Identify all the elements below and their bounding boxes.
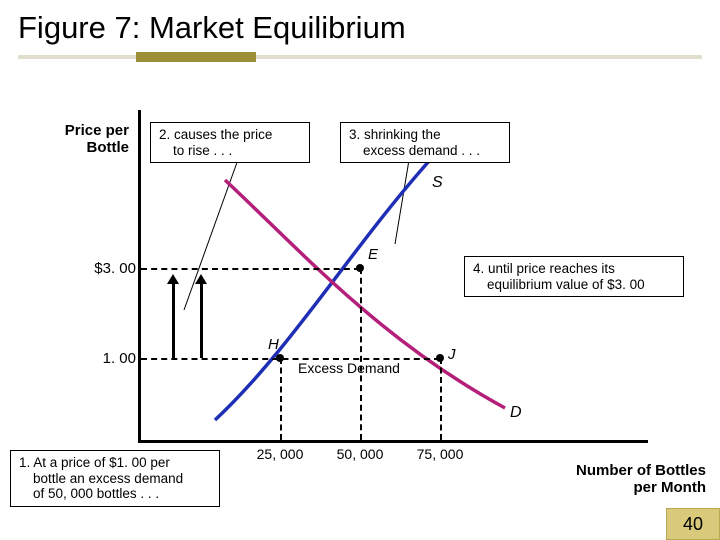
callout-4: 4. until price reaches its equilibrium v… [464, 256, 684, 297]
demand-label: D [510, 404, 522, 422]
y-tick-3: $3. 00 [76, 260, 136, 277]
y-axis-label: Price perBottle [24, 122, 129, 157]
callout-1: 1. At a price of $1. 00 per bottle an ex… [10, 450, 220, 507]
callout-2: 2. causes the price to rise . . . [150, 122, 310, 163]
point-label-j: J [448, 346, 456, 363]
chart-area: Price perBottle Number of Bottlesper Mon… [0, 90, 720, 500]
dash-25k-vertical [280, 358, 282, 440]
x-axis [138, 440, 648, 443]
dash-e-horizontal [141, 268, 360, 270]
figure-title: Figure 7: Market Equilibrium [18, 10, 702, 46]
x-tick-75k: 75, 000 [412, 446, 468, 462]
y-tick-1: 1. 00 [76, 350, 136, 367]
title-rule [18, 52, 702, 62]
point-label-h: H [268, 336, 279, 353]
supply-label: S [432, 174, 443, 192]
callout-3: 3. shrinking the excess demand . . . [340, 122, 510, 163]
excess-demand-label: Excess Demand [298, 360, 400, 376]
point-label-e: E [368, 246, 378, 263]
dash-75k-vertical [440, 358, 442, 440]
x-tick-25k: 25, 000 [252, 446, 308, 462]
page-number: 40 [666, 508, 720, 540]
x-tick-50k: 50, 000 [332, 446, 388, 462]
y-axis [138, 110, 141, 440]
x-axis-label: Number of Bottlesper Month [526, 462, 706, 497]
dash-50k-vertical [360, 268, 362, 440]
